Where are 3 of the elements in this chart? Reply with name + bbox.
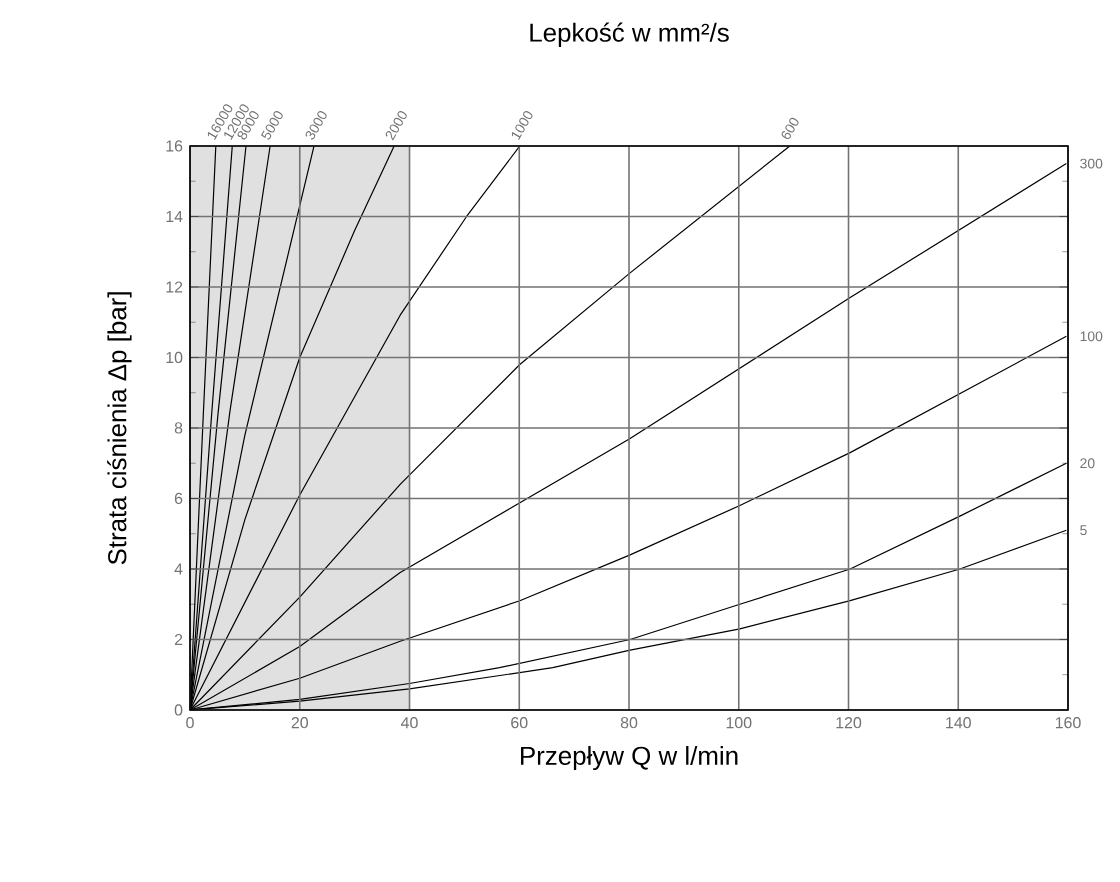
y-axis-title: Strata ciśnienia Δp [bar]	[107, 292, 132, 565]
chart-title: Lepkość w mm²/s	[530, 22, 729, 47]
x-axis-title: Przepływ Q w l/min	[521, 745, 738, 771]
